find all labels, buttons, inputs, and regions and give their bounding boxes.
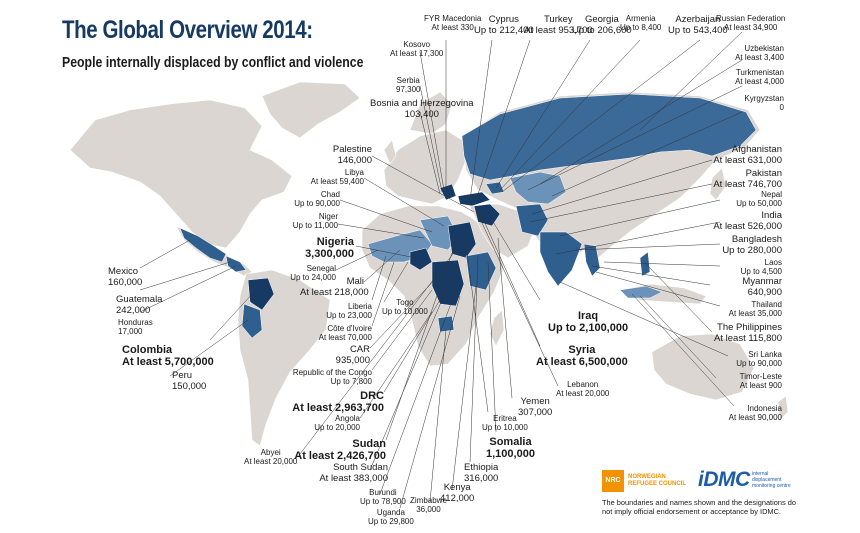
region-indonesia <box>619 285 663 299</box>
label-india: India At least 526,000 <box>713 210 782 232</box>
region-philippines <box>639 251 651 277</box>
region-east-africa <box>465 251 497 291</box>
label-peru: Peru 150,000 <box>172 370 207 392</box>
region-car-drc <box>431 259 465 307</box>
land-uk <box>383 139 397 165</box>
label-syria: Syria At least 6,500,000 <box>536 344 628 368</box>
region-india <box>539 231 583 287</box>
label-nigeria: Nigeria 3,300,000 <box>305 236 354 260</box>
region-sudan <box>447 221 477 259</box>
label-abyei: Abyei At least 20,000 <box>244 448 298 466</box>
label-yemen: Yemen 307,000 <box>518 396 553 418</box>
label-somalia: Somalia 1,100,000 <box>486 436 535 460</box>
label-serbia: Serbia 97,300 <box>396 76 421 94</box>
label-nepal: Nepal Up to 50,000 <box>736 190 782 208</box>
land-greenland <box>261 81 361 139</box>
label-lebanon: Lebanon At least 20,000 <box>556 380 610 398</box>
label-colombia: Colombia At least 5,700,000 <box>122 344 214 368</box>
label-drc: DRC At least 2,963,700 <box>292 390 384 414</box>
land-europe <box>383 129 467 205</box>
region-nigeria <box>409 247 433 271</box>
label-mexico: Mexico 160,000 <box>108 266 143 288</box>
label-myanmar: Myanmar 640,900 <box>742 276 782 298</box>
label-armenia: Armenia Up to 8,400 <box>620 14 662 32</box>
nrc-logo: NRC <box>602 470 624 492</box>
label-uganda: Uganda Up to 29,800 <box>368 508 414 526</box>
region-syria-iraq <box>473 203 501 227</box>
label-liberia: Liberia Up to 23,000 <box>326 302 372 320</box>
label-libya: Libya At least 59,400 <box>310 168 364 186</box>
label-angola: Angola Up to 20,000 <box>314 414 360 432</box>
region-zimbabwe <box>437 315 455 333</box>
land-scandinavia <box>409 91 453 135</box>
land-madagascar <box>489 309 505 347</box>
leader-lines <box>139 31 743 509</box>
label-mali: Mali At least 218,000 <box>300 276 369 298</box>
label-pakistan: Pakistan At least 746,700 <box>713 168 782 190</box>
label-philippines: The Philippines At least 115,800 <box>714 322 782 344</box>
label-honduras: Honduras 17,000 <box>118 318 153 336</box>
label-cyprus: Cyprus Up to 212,400 <box>474 14 534 36</box>
label-laos: Laos Up to 4,500 <box>740 258 782 276</box>
land-new-zealand <box>777 395 789 421</box>
label-palestine: Palestine 146,000 <box>332 144 372 166</box>
land-north-america <box>69 99 293 249</box>
logos: NRC NORWEGIAN REFUGEE COUNCIL iDMC inter… <box>602 468 802 498</box>
label-timor-leste: Timor-Leste At least 900 <box>739 372 782 390</box>
region-russia <box>461 93 757 181</box>
idp-countries <box>179 93 757 339</box>
label-russian-federation: Russian Federation At least 34,900 <box>716 14 786 32</box>
label-car: CAR 935,000 <box>335 344 370 366</box>
label-zimbabwe: Zimbabwe 36,000 <box>410 496 447 514</box>
region-turkey <box>457 191 491 207</box>
page-subtitle: People internally displaced by conflict … <box>62 54 364 71</box>
label-kenya: Kenya 412,000 <box>440 482 475 504</box>
label-south-sudan: South Sudan At least 383,000 <box>319 462 388 484</box>
land-australia <box>651 333 755 401</box>
label-kyrgyzstan: Kyrgyzstan 0 <box>744 94 784 112</box>
label-bosnia: Bosnia and Herzegovina 103,400 <box>370 98 474 120</box>
nrc-name: NORWEGIAN REFUGEE COUNCIL <box>628 474 687 487</box>
label-burundi: Burundi Up to 78,900 <box>360 488 406 506</box>
region-afghanistan-pakistan <box>515 203 549 237</box>
label-iraq: Iraq Up to 2,100,000 <box>548 310 629 334</box>
region-peru <box>241 303 263 339</box>
label-indonesia: Indonesia At least 90,000 <box>728 404 782 422</box>
label-sudan: Sudan At least 2,426,700 <box>294 438 386 462</box>
page-title: The Global Overview 2014: <box>62 16 313 44</box>
label-niger: Niger Up to 11,000 <box>292 212 338 230</box>
land-japan <box>709 167 727 201</box>
region-caucasus <box>485 181 505 195</box>
label-chad: Chad Up to 90,000 <box>294 190 340 208</box>
label-thailand: Thailand At least 35,000 <box>728 300 782 318</box>
label-republic-of-the-congo: Republic of the Congo Up to 7,800 <box>292 368 372 386</box>
label-togo: Togo Up to 10,000 <box>382 298 428 316</box>
idmc-logo: iDMC <box>698 468 750 491</box>
region-guatemala-honduras <box>225 255 247 273</box>
label-turkey: Turkey At least 953,700 <box>524 14 593 36</box>
label-turkmenistan: Turkmenistan At least 4,000 <box>735 68 784 86</box>
label-fyr-macedonia: FYR Macedonia At least 330 <box>424 14 482 32</box>
idmc-name: internal displacement monitoring centre <box>752 471 791 489</box>
label-azerbaijan: Azerbaijan Up to 543,400 <box>668 14 728 36</box>
land-south-america <box>237 269 331 447</box>
label-bangladesh: Bangladesh Up to 280,000 <box>722 234 782 256</box>
label-senegal: Senegal Up to 24,000 <box>290 264 336 282</box>
label-afghanistan: Afghanistan At least 631,000 <box>713 144 782 166</box>
label-uzbekistan: Uzbekistan At least 3,400 <box>735 44 784 62</box>
label-cote-divoire: Côte d'Ivoire At least 70,000 <box>318 324 372 342</box>
disclaimer: The boundaries and names shown and the d… <box>602 498 796 516</box>
region-colombia <box>247 277 275 311</box>
label-georgia: Georgia Up to 206,600 <box>572 14 632 36</box>
region-balkans <box>439 183 457 201</box>
label-kosovo: Kosovo At least 17,300 <box>390 40 444 58</box>
label-sri-lanka: Sri Lanka Up to 90,000 <box>736 350 782 368</box>
label-guatemala: Guatemala 242,000 <box>116 294 163 316</box>
label-ethiopia: Ethiopia 316,000 <box>464 462 499 484</box>
label-eritrea: Eritrea Up to 10,000 <box>482 414 528 432</box>
